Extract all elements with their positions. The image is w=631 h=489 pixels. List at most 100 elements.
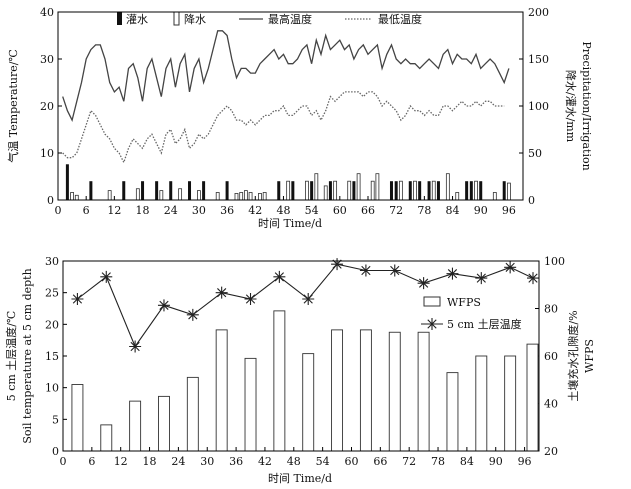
top-bar-irrigation [277, 181, 281, 200]
top-bar-precipitation [314, 173, 319, 201]
bottom-marker-soil-temp [331, 258, 344, 271]
top-x-tick-label: 30 [192, 204, 206, 217]
bottom-y-tick-label: 20 [45, 318, 59, 331]
top-bar-precipitation [323, 185, 328, 201]
bottom-marker-soil-temp [186, 308, 199, 321]
top-bar-precipitation [234, 193, 239, 201]
top-y2-tick-label: 50 [528, 147, 542, 160]
top-legend: 灌水 降水 最高温度 最低温度 [117, 11, 422, 26]
legend-label-irrigation: 灌水 [126, 13, 148, 26]
top-chart-marks: 0 6 12 18 24 30 36 42 48 54 60 66 72 78 84 90 96 0 10 20 30 4… [40, 6, 549, 217]
top-bar-irrigation [310, 181, 314, 200]
bottom-x-tick-label: 12 [114, 455, 128, 468]
bottom-marker-soil-temp [504, 261, 517, 274]
top-bar-precipitation [398, 180, 403, 201]
top-plot-frame [57, 11, 524, 201]
top-chart: 0 6 12 18 24 30 36 42 48 54 60 66 72 78 84 90 96 0 10 20 30 4… [6, 6, 593, 230]
bottom-y2-tick-label: 80 [544, 303, 558, 316]
bottom-y-tick-label: 5 [52, 413, 59, 426]
bottom-marker-soil-temp [71, 293, 84, 305]
bottom-y-tick-label: 0 [52, 445, 59, 458]
bottom-marker-soil-temp [446, 267, 459, 280]
top-bar-irrigation [436, 181, 440, 200]
top-line-max-temp [62, 30, 510, 122]
top-x-tick-label: 96 [502, 204, 516, 217]
bottom-marker-soil-temp [302, 293, 315, 305]
top-bar-precipitation [215, 192, 220, 201]
bottom-x-tick-label: 6 [88, 455, 95, 468]
top-bar-precipitation [474, 180, 478, 201]
bottom-x-tick-label: 30 [200, 455, 214, 468]
bottom-ylabel-cn: 5 cm 土层温度/℃ [4, 311, 18, 402]
bottom-marker-soil-temp [157, 299, 170, 312]
top-y2label-en: Precipitation/Irrigation [580, 41, 593, 170]
top-line-min-temp [62, 91, 505, 165]
top-bar-precipitation [445, 173, 450, 201]
top-bar-precipitation [135, 188, 140, 201]
bottom-bar-wfps [417, 331, 430, 452]
bottom-bar-wfps [475, 355, 488, 452]
top-x-tick-label: 90 [474, 204, 488, 217]
bottom-bar-wfps [331, 329, 344, 452]
top-bar-irrigation [291, 181, 295, 200]
bottom-x-tick-label: 84 [460, 455, 474, 468]
bottom-x-tick-label: 48 [287, 455, 301, 468]
bottom-marker-soil-temp [417, 277, 430, 290]
top-x-tick-label: 18 [136, 204, 150, 217]
bottom-marker-soil-temp [100, 270, 113, 283]
bottom-x-tick-label: 60 [344, 455, 358, 468]
top-bar-precipitation [370, 180, 375, 201]
top-x-tick-label: 78 [417, 204, 431, 217]
top-y-tick-label: 0 [47, 194, 54, 207]
bottom-x-tick-label: 42 [258, 455, 272, 468]
top-bar-precipitation [70, 192, 74, 201]
bottom-marker-soil-temp [273, 270, 286, 283]
top-bar-irrigation [65, 164, 69, 200]
bottom-plot-frame [62, 260, 540, 452]
bottom-marker-soil-temp [359, 264, 372, 277]
bottom-bar-wfps [186, 376, 199, 452]
top-x-tick-label: 72 [389, 204, 403, 217]
legend-label-soil-temp: 5 cm 土层温度 [447, 317, 522, 331]
top-bar-precipitation [243, 190, 248, 201]
bottom-marker-soil-temp [388, 264, 401, 277]
top-bar-irrigation [352, 181, 356, 200]
bottom-x-tick-label: 78 [431, 455, 445, 468]
top-bar-precipitation [248, 192, 253, 201]
top-bar-irrigation [502, 181, 506, 200]
top-bar-irrigation [418, 181, 422, 200]
bottom-y2-tick-label: 20 [544, 445, 558, 458]
bottom-y2label-cn: 土壤充水孔隙度/% [566, 310, 580, 401]
top-bar-irrigation [465, 181, 469, 200]
bottom-x-tick-label: 54 [316, 455, 330, 468]
legend-swatch-irrigation [117, 12, 122, 25]
bottom-y-tick-label: 25 [45, 287, 59, 300]
top-y2-tick-label: 100 [528, 100, 549, 113]
bottom-bar-wfps [129, 400, 142, 452]
top-bar-precipitation [356, 173, 361, 201]
bottom-marker-soil-temp [215, 286, 228, 299]
legend-swatch-precipitation [173, 11, 180, 26]
top-x-tick-label: 66 [361, 204, 375, 217]
top-x-tick-label: 6 [83, 204, 90, 217]
legend-swatch-wfps [423, 296, 441, 307]
bottom-x-tick-label: 0 [60, 455, 67, 468]
top-xlabel: 时间 Time/d [258, 217, 322, 230]
legend-swatch-soil-temp-marker [426, 318, 438, 330]
top-bar-precipitation [333, 180, 338, 201]
top-bar-irrigation [202, 181, 206, 200]
top-bar-irrigation [89, 181, 93, 200]
bottom-bar-wfps [158, 395, 170, 452]
top-bar-irrigation [169, 181, 173, 200]
top-y2-tick-label: 0 [528, 194, 535, 207]
bottom-bar-wfps [388, 331, 401, 452]
bottom-bar-wfps [71, 384, 84, 452]
bottom-x-tick-label: 36 [229, 455, 243, 468]
top-bar-precipitation [507, 182, 511, 201]
bottom-x-tick-label: 66 [373, 455, 387, 468]
bottom-chart: 0 6 12 18 24 30 36 42 48 54 60 66 72 78 84 90 96 0 5 10 15 20… [4, 255, 596, 485]
bottom-x-tick-label: 96 [518, 455, 532, 468]
top-bar-irrigation [479, 181, 483, 200]
bottom-y2-tick-label: 100 [544, 255, 565, 268]
top-y-tick-label: 10 [40, 147, 54, 160]
